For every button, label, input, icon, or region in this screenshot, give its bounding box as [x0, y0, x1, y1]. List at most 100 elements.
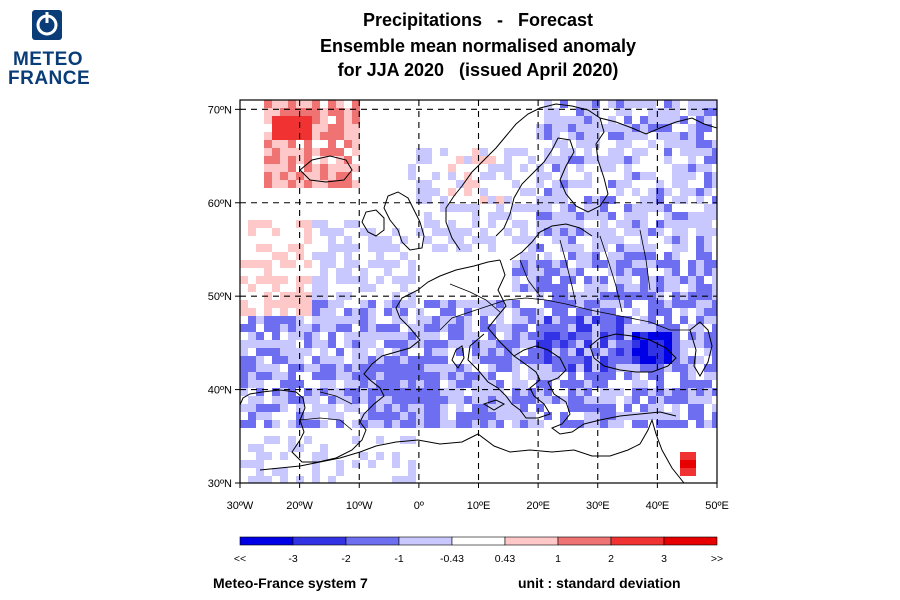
lat-tick-label: 50ºN — [208, 291, 232, 303]
anomaly-cell — [328, 316, 336, 324]
anomaly-cell — [600, 372, 608, 380]
anomaly-cell — [552, 220, 560, 228]
anomaly-cell — [632, 348, 640, 356]
anomaly-cell — [536, 244, 544, 252]
anomaly-cell — [256, 364, 264, 372]
anomaly-cell — [480, 348, 488, 356]
anomaly-cell — [320, 420, 328, 428]
anomaly-cell — [456, 372, 464, 380]
anomaly-cell — [648, 372, 656, 380]
anomaly-cell — [240, 356, 248, 364]
anomaly-cell — [288, 156, 296, 164]
anomaly-cell — [496, 164, 504, 172]
anomaly-cell — [312, 124, 320, 132]
anomaly-cell — [336, 148, 344, 156]
anomaly-cell — [672, 244, 680, 252]
anomaly-cell — [400, 276, 408, 284]
anomaly-cell — [608, 356, 616, 364]
anomaly-cell — [328, 324, 336, 332]
anomaly-cell — [512, 308, 520, 316]
anomaly-cell — [592, 100, 600, 108]
anomaly-cell — [504, 228, 512, 236]
anomaly-cell — [592, 324, 600, 332]
anomaly-cell — [680, 300, 688, 308]
anomaly-cell — [616, 188, 624, 196]
anomaly-cell — [320, 276, 328, 284]
anomaly-cell — [512, 268, 520, 276]
lon-tick-label: 10ºW — [346, 500, 373, 512]
anomaly-cell — [480, 340, 488, 348]
anomaly-cell — [440, 372, 448, 380]
anomaly-cell — [304, 228, 312, 236]
anomaly-cell — [264, 172, 272, 180]
anomaly-cell — [280, 356, 288, 364]
anomaly-cell — [448, 332, 456, 340]
anomaly-cell — [568, 116, 576, 124]
anomaly-cell — [376, 348, 384, 356]
anomaly-cell — [312, 308, 320, 316]
anomaly-cell — [416, 412, 424, 420]
anomaly-cell — [648, 188, 656, 196]
anomaly-cell — [336, 468, 344, 476]
anomaly-cell — [440, 204, 448, 212]
anomaly-cell — [368, 324, 376, 332]
anomaly-cell — [624, 372, 632, 380]
anomaly-cell — [320, 148, 328, 156]
anomaly-cell — [576, 244, 584, 252]
anomaly-cell — [488, 236, 496, 244]
anomaly-cell — [336, 268, 344, 276]
anomaly-cell — [504, 332, 512, 340]
anomaly-cell — [648, 172, 656, 180]
anomaly-cell — [600, 204, 608, 212]
anomaly-cell — [336, 460, 344, 468]
anomaly-cell — [688, 452, 696, 460]
anomaly-cell — [312, 460, 320, 468]
anomaly-cell — [632, 420, 640, 428]
anomaly-cell — [440, 340, 448, 348]
anomaly-cell — [536, 372, 544, 380]
anomaly-cell — [632, 284, 640, 292]
anomaly-cell — [672, 420, 680, 428]
anomaly-cell — [616, 244, 624, 252]
anomaly-cell — [312, 276, 320, 284]
anomaly-cell — [312, 404, 320, 412]
anomaly-cell — [392, 244, 400, 252]
anomaly-cell — [440, 364, 448, 372]
anomaly-cell — [312, 356, 320, 364]
anomaly-cell — [424, 348, 432, 356]
anomaly-cell — [336, 244, 344, 252]
anomaly-cell — [680, 188, 688, 196]
anomaly-cell — [648, 396, 656, 404]
lat-tick-label: 70ºN — [208, 104, 232, 116]
anomaly-cell — [272, 124, 280, 132]
anomaly-cell — [688, 372, 696, 380]
anomaly-cell — [576, 140, 584, 148]
anomaly-cell — [712, 340, 720, 348]
anomaly-cell — [320, 132, 328, 140]
anomaly-cell — [280, 308, 288, 316]
anomaly-cell — [360, 308, 368, 316]
anomaly-cell — [320, 380, 328, 388]
anomaly-cell — [584, 324, 592, 332]
anomaly-cell — [504, 324, 512, 332]
anomaly-cell — [688, 188, 696, 196]
anomaly-cell — [704, 380, 712, 388]
anomaly-cell — [400, 396, 408, 404]
anomaly-cell — [560, 324, 568, 332]
anomaly-cell — [256, 412, 264, 420]
anomaly-cell — [528, 372, 536, 380]
anomaly-cell — [312, 148, 320, 156]
anomaly-cell — [368, 420, 376, 428]
anomaly-cell — [328, 308, 336, 316]
anomaly-cell — [256, 356, 264, 364]
anomaly-cell — [384, 300, 392, 308]
anomaly-cell — [552, 228, 560, 236]
anomaly-cell — [440, 412, 448, 420]
anomaly-cell — [696, 356, 704, 364]
anomaly-cell — [528, 276, 536, 284]
anomaly-cell — [408, 412, 416, 420]
anomaly-cell — [496, 324, 504, 332]
anomaly-cell — [336, 348, 344, 356]
anomaly-cell — [448, 220, 456, 228]
anomaly-cell — [688, 132, 696, 140]
